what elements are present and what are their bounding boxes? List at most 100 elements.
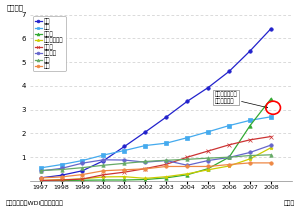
中国 <box>269 27 273 30</box>
インドネシア <box>227 165 231 167</box>
米国 <box>123 149 126 152</box>
英国 <box>227 163 231 166</box>
インドネシア <box>206 168 210 171</box>
ロシア <box>248 139 252 141</box>
英国 <box>123 168 126 171</box>
英国 <box>144 168 147 170</box>
Line: 英国: 英国 <box>39 161 273 180</box>
ブラジル <box>81 162 84 164</box>
Line: 米国: 米国 <box>39 115 273 170</box>
日本 <box>60 168 63 171</box>
ロシア <box>185 156 189 158</box>
米国 <box>81 159 84 162</box>
中国 <box>206 86 210 89</box>
ブラジル <box>102 158 105 161</box>
インドネシア <box>39 179 42 182</box>
ロシア <box>144 167 147 170</box>
ロシア <box>227 144 231 146</box>
日本 <box>39 169 42 172</box>
米国 <box>206 130 210 133</box>
ロシア <box>123 171 126 173</box>
インド <box>81 179 84 182</box>
日本 <box>185 158 189 161</box>
中国 <box>123 145 126 148</box>
ブラジル <box>164 159 168 162</box>
日本 <box>123 162 126 165</box>
英国 <box>206 165 210 168</box>
中国 <box>60 174 63 177</box>
米国 <box>227 124 231 127</box>
日本 <box>164 159 168 162</box>
Line: ブラジル: ブラジル <box>39 143 273 173</box>
ブラジル <box>185 164 189 167</box>
Line: インドネシア: インドネシア <box>39 146 273 182</box>
中国 <box>39 177 42 179</box>
日本 <box>248 154 252 157</box>
ブラジル <box>206 159 210 162</box>
Text: （年）: （年） <box>284 200 295 206</box>
インドネシア <box>81 178 84 180</box>
ブラジル <box>248 151 252 154</box>
インド <box>144 178 147 181</box>
英国 <box>102 170 105 172</box>
中国 <box>227 70 231 73</box>
米国 <box>39 167 42 169</box>
Text: （億件）: （億件） <box>7 5 23 11</box>
英国 <box>81 173 84 176</box>
英国 <box>269 162 273 164</box>
インドネシア <box>60 178 63 181</box>
日本 <box>81 166 84 169</box>
英国 <box>60 176 63 178</box>
インド <box>185 173 189 176</box>
インド <box>248 124 252 127</box>
Text: インドが米国を
抜いている。: インドが米国を 抜いている。 <box>214 92 268 108</box>
英国 <box>39 177 42 179</box>
インドネシア <box>185 173 189 175</box>
インドネシア <box>269 146 273 149</box>
ブラジル <box>144 161 147 163</box>
Line: 中国: 中国 <box>39 27 273 180</box>
インド <box>123 179 126 181</box>
中国 <box>144 131 147 133</box>
中国 <box>164 116 168 118</box>
インド <box>227 156 231 158</box>
ロシア <box>102 173 105 176</box>
ロシア <box>164 163 168 166</box>
日本 <box>227 156 231 158</box>
インド <box>164 177 168 179</box>
Line: 日本: 日本 <box>39 153 273 172</box>
日本 <box>269 154 273 156</box>
ブラジル <box>60 167 63 170</box>
米国 <box>164 142 168 144</box>
ロシア <box>269 135 273 138</box>
ロシア <box>81 178 84 180</box>
中国 <box>185 100 189 103</box>
インド <box>102 179 105 181</box>
中国 <box>81 170 84 172</box>
日本 <box>206 157 210 159</box>
米国 <box>102 154 105 156</box>
インド <box>60 179 63 182</box>
ブラジル <box>39 170 42 172</box>
Text: 資料：世銀「WDI」から作成。: 資料：世銀「WDI」から作成。 <box>6 200 64 206</box>
ブラジル <box>227 156 231 159</box>
インドネシア <box>102 176 105 178</box>
日本 <box>102 164 105 167</box>
インド <box>206 167 210 170</box>
米国 <box>248 119 252 122</box>
米国 <box>144 144 147 147</box>
英国 <box>185 165 189 168</box>
インド <box>39 180 42 182</box>
ブラジル <box>123 159 126 161</box>
ロシア <box>60 179 63 181</box>
Line: インド: インド <box>39 97 273 182</box>
ロシア <box>39 179 42 182</box>
中国 <box>248 50 252 52</box>
Line: ロシア: ロシア <box>39 135 273 182</box>
米国 <box>269 115 273 118</box>
インドネシア <box>123 175 126 178</box>
英国 <box>248 162 252 164</box>
英国 <box>164 165 168 168</box>
米国 <box>60 163 63 166</box>
インド <box>269 98 273 100</box>
